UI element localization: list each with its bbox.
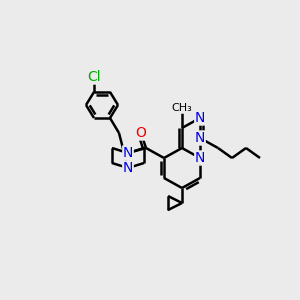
Text: CH₃: CH₃: [172, 103, 192, 113]
Text: N: N: [195, 111, 205, 125]
Text: O: O: [136, 126, 146, 140]
Text: N: N: [123, 161, 133, 175]
Text: Cl: Cl: [87, 70, 101, 84]
Text: N: N: [195, 131, 205, 145]
Text: N: N: [123, 146, 133, 160]
Text: N: N: [195, 151, 205, 165]
